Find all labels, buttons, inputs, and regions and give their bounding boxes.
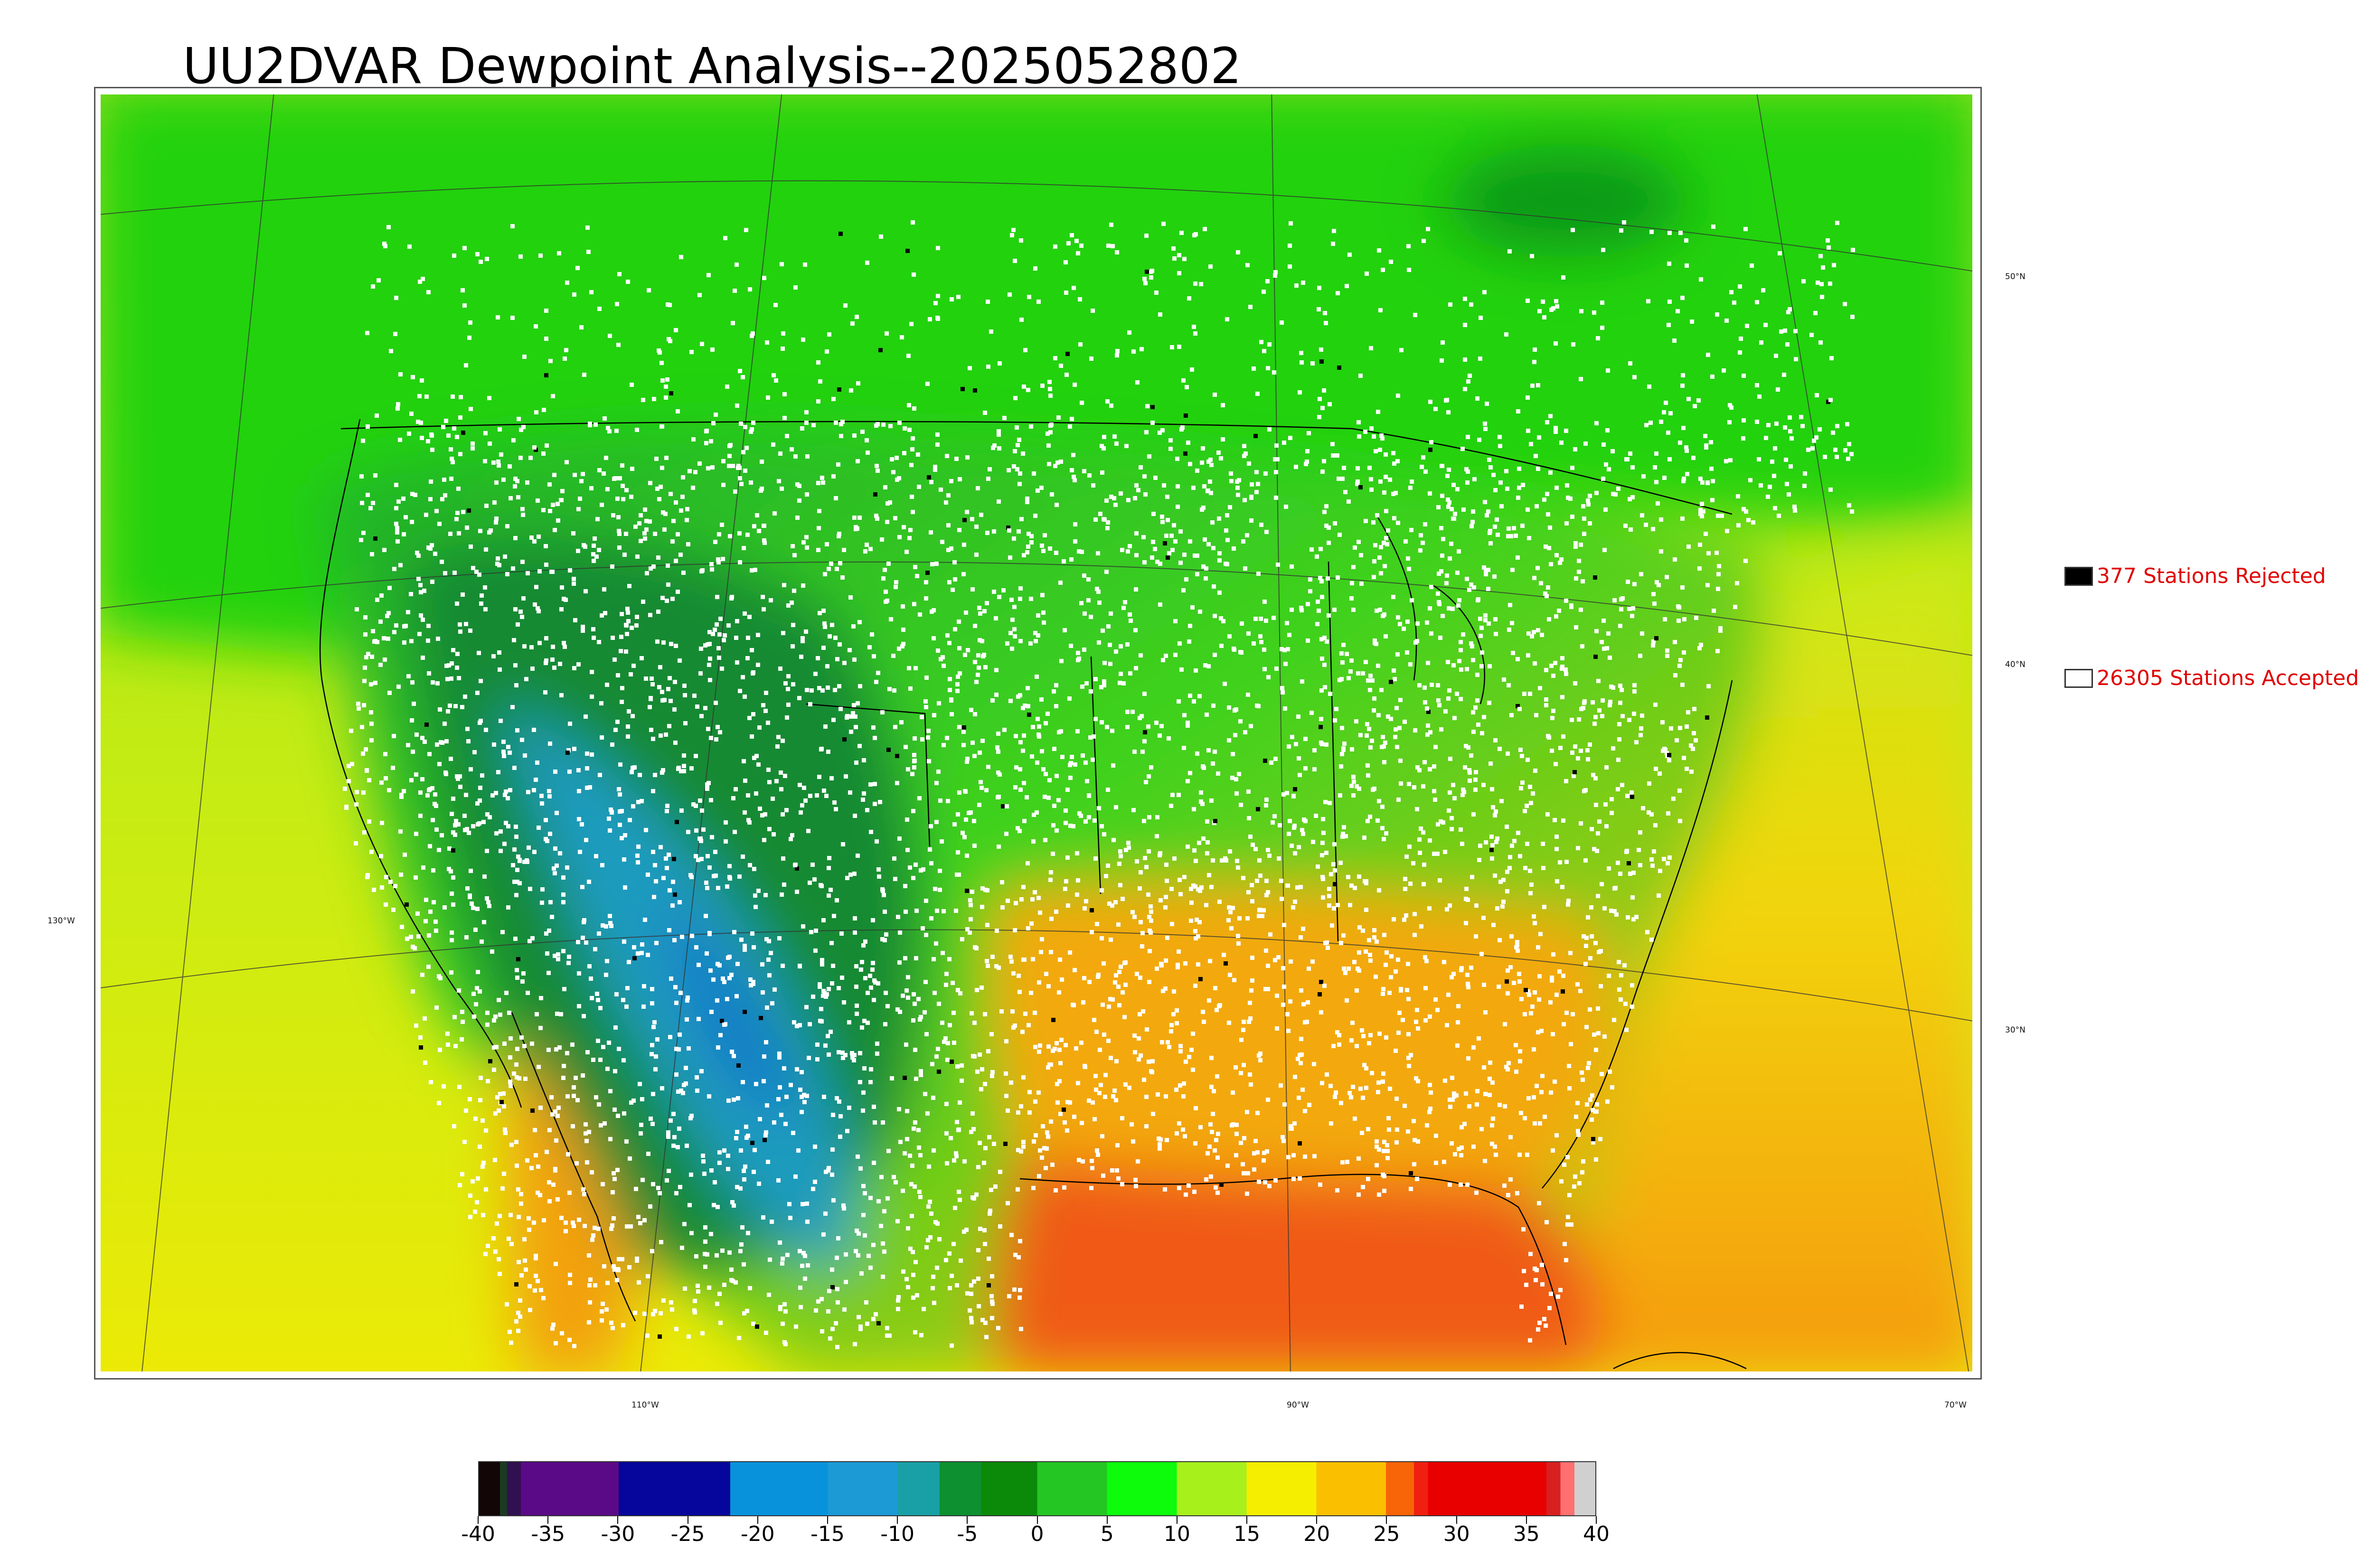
colorbar-tick [897,1516,898,1524]
lon-label-70w: 70°W [1944,1400,1967,1410]
colorbar-tick [827,1516,828,1524]
colorbar-tick [617,1516,619,1524]
station-dots [343,220,1855,1349]
colorbar-tick-label: -15 [810,1522,845,1546]
colorbar-tick-label: -5 [957,1522,978,1546]
rejected-label: 377 Stations Rejected [2097,564,2326,588]
legend-accepted: 26305 Stations Accepted [2064,666,2359,690]
accepted-label: 26305 Stations Accepted [2097,666,2359,690]
colorbar-tick-label: -30 [601,1522,635,1546]
dewpoint-map [101,94,1972,1371]
lon-label-110w: 110°W [631,1400,659,1410]
colorbar-tick [547,1516,549,1524]
lat-label-30n: 30°N [2005,1025,2025,1035]
colorbar-tick-label: 30 [1443,1522,1470,1546]
lat-label-40n: 40°N [2005,660,2025,669]
legend-rejected: 377 Stations Rejected [2064,564,2326,588]
colorbar [478,1461,1596,1516]
colorbar-tick [757,1516,758,1524]
colorbar-tick-label: 5 [1100,1522,1114,1546]
colorbar-tick [1456,1516,1457,1524]
hudson-field [1442,144,1689,258]
accepted-swatch [2064,668,2093,688]
colorbar-tick-label: -10 [880,1522,915,1546]
colorbar-tick-label: 40 [1583,1522,1610,1546]
coastlines [319,419,1747,1370]
colorbar-tick-label: 25 [1373,1522,1400,1546]
atlantic-field [1566,539,1972,1371]
colorbar-tick-label: 15 [1234,1522,1261,1546]
colorbar-tick-label: -40 [461,1522,495,1546]
colorbar-tick-label: 10 [1163,1522,1190,1546]
lat-label-50n: 50°N [2005,272,2025,282]
gulf-field [992,1155,1603,1371]
colorbar-tick [967,1516,968,1524]
lon-label-90w: 90°W [1287,1400,1309,1410]
colorbar-tick [1596,1516,1597,1524]
colorbar-tick-label: 35 [1513,1522,1540,1546]
colorbar-tick [1316,1516,1318,1524]
colorbar-tick-label: -25 [670,1522,705,1546]
graticule [101,94,1972,1371]
rejected-swatch [2064,566,2093,586]
colorbar-tick [1246,1516,1248,1524]
colorbar-tick [1036,1516,1038,1524]
colorbar-tick [478,1516,479,1524]
southeast-field [990,884,1615,1188]
colorbar-tick [1106,1516,1108,1524]
lon-label-130w: 130°W [47,916,75,926]
page-title: UU2DVAR Dewpoint Analysis--2025052802 [182,37,1242,95]
colorbar-tick-label: 0 [1030,1522,1044,1546]
colorbar-tick [1526,1516,1527,1524]
gulf-california-field [507,1036,640,1371]
colorbar-tick-label: -35 [531,1522,565,1546]
colorbar-tick [1386,1516,1387,1524]
colorbar-tick-label: 20 [1303,1522,1330,1546]
colorbar-tick [1176,1516,1178,1524]
colorbar-tick-label: -20 [740,1522,775,1546]
